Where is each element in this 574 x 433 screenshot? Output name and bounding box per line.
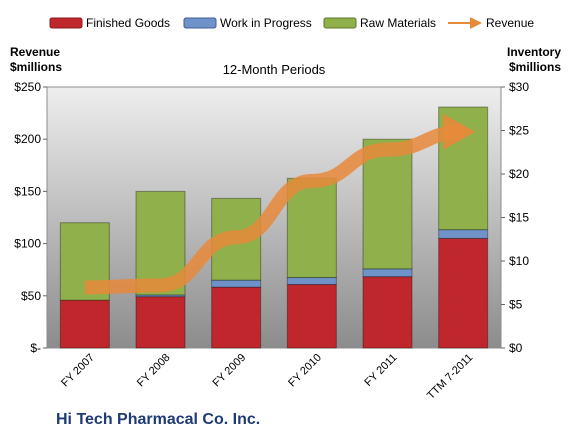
right-tick-label: $10 (509, 254, 529, 268)
right-tick-label: $20 (509, 167, 529, 181)
legend-label-raw-materials: Raw Materials (360, 16, 436, 30)
right-tick-label: $5 (509, 298, 523, 312)
bar-finished-goods-fy-2009 (211, 286, 262, 349)
left-tick-label: $200 (14, 132, 41, 146)
bar-finished-goods-fy-2010 (286, 283, 337, 349)
x-tick-label: TTM 7-2011 (425, 352, 475, 402)
right-tick-label: $0 (509, 341, 523, 355)
bar-work-in-progress-fy-2010 (286, 277, 337, 285)
left-tick-label: $50 (21, 289, 41, 303)
legend-label-finished-goods: Finished Goods (86, 16, 170, 30)
legend-swatch-finished-goods (49, 17, 83, 29)
bar-work-in-progress-ttm-7-2011 (438, 229, 489, 239)
bar-work-in-progress-fy-2009 (211, 279, 262, 288)
left-tick-label: $100 (14, 237, 41, 251)
right-tick-label: $25 (509, 124, 529, 138)
bar-work-in-progress-fy-2011 (362, 268, 413, 278)
x-axis-ticks: FY 2007 FY 2008 FY 2009 FY 2010 FY 2011 TTM 7… (59, 352, 475, 402)
left-axis-ticks: $- $50 $100 $150 $200 $250 (14, 80, 47, 355)
legend-swatch-raw-materials (323, 17, 357, 29)
right-tick-label: $30 (509, 80, 529, 94)
left-axis-label-line2: $millions (10, 60, 62, 74)
right-axis-ticks: $0 $5 $10 $15 $20 $25 $30 (501, 80, 529, 355)
x-tick-label: FY 2008 (135, 352, 173, 390)
left-tick-label: $250 (14, 80, 41, 94)
bar-stack-fy-2008 (135, 190, 186, 349)
bar-stack-fy-2010 (286, 177, 337, 349)
legend-item-work-in-progress: Work in Progress (183, 16, 312, 30)
right-axis-label-line2: $millions (509, 60, 561, 74)
bar-finished-goods-fy-2011 (362, 276, 413, 349)
legend-item-revenue: Revenue (448, 16, 534, 30)
bar-raw-materials-fy-2010 (286, 177, 337, 279)
chart-title: 12-Month Periods (223, 62, 326, 77)
left-tick-label: $- (30, 341, 41, 355)
bar-finished-goods-fy-2008 (135, 296, 186, 349)
legend-swatch-revenue (448, 17, 482, 29)
left-tick-label: $150 (14, 184, 41, 198)
bar-stack-fy-2011 (362, 138, 413, 349)
x-tick-label: FY 2010 (286, 352, 324, 390)
legend: Finished Goods Work in Progress Raw Mate… (49, 16, 534, 30)
bar-raw-materials-fy-2011 (362, 138, 413, 270)
bar-stack-fy-2009 (211, 197, 262, 349)
revenue-line-path (84, 124, 464, 295)
right-axis-label-line1: Inventory (507, 45, 561, 59)
x-tick-label: FY 2007 (59, 352, 97, 390)
x-tick-label: FY 2011 (362, 352, 399, 389)
revenue-line (84, 113, 476, 295)
legend-item-finished-goods: Finished Goods (49, 16, 170, 30)
bar-finished-goods-fy-2007 (59, 299, 110, 349)
revenue-arrowhead (443, 113, 476, 150)
legend-label-revenue: Revenue (486, 16, 534, 30)
bar-finished-goods-ttm-7-2011 (438, 237, 489, 349)
legend-item-raw-materials: Raw Materials (323, 16, 436, 30)
x-tick-label: FY 2009 (211, 352, 249, 390)
company-name: Hi Tech Pharmacal Co. Inc. (56, 411, 260, 428)
left-axis-label-line1: Revenue (10, 45, 60, 59)
legend-swatch-work-in-progress (183, 17, 217, 29)
legend-label-work-in-progress: Work in Progress (220, 16, 312, 30)
right-tick-label: $15 (509, 211, 529, 225)
